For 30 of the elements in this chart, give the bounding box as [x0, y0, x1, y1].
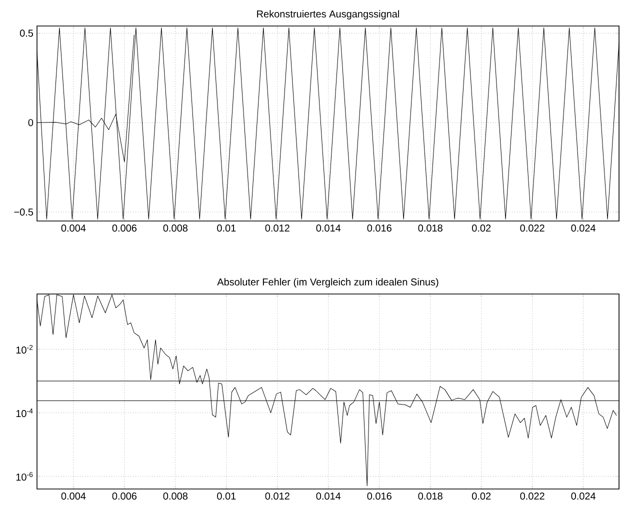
x-tick-label: 0.004	[61, 224, 86, 232]
x-tick-label: 0.024	[571, 224, 596, 232]
x-tick-label: 0.02	[472, 492, 491, 500]
x-tick-label: 0.018	[418, 224, 442, 232]
chart-title: Absoluter Fehler (im Vergleich zum idealen Sinus)	[217, 278, 438, 288]
x-tick-label: 0.008	[163, 224, 188, 232]
x-tick-label: 0.02	[472, 224, 491, 232]
y-tick-label: 0	[28, 119, 34, 126]
x-tick-label: 0.006	[112, 224, 137, 232]
x-tick-label: 0.014	[316, 224, 341, 232]
x-tick-label: 0.018	[418, 492, 442, 500]
x-tick-label: 0.012	[265, 224, 290, 232]
x-tick-label: 0.01	[217, 224, 236, 232]
x-tick-label: 0.014	[316, 492, 341, 500]
y-tick-label: 10$^{-2}$	[16, 344, 33, 354]
y-tick-label: 0.5	[20, 30, 34, 37]
x-tick-label: 0.022	[520, 224, 544, 232]
y-tick-label: 10$^{-4}$	[16, 408, 33, 418]
x-tick-label: 0.004	[61, 492, 86, 500]
x-tick-label: 0.016	[367, 492, 392, 500]
x-tick-label: 0.008	[163, 492, 188, 500]
x-tick-label: 0.016	[367, 224, 392, 232]
x-tick-label: 0.01	[217, 492, 236, 500]
x-tick-label: 0.022	[520, 492, 544, 500]
x-tick-label: 0.012	[265, 492, 290, 500]
x-tick-label: 0.006	[112, 492, 137, 500]
x-tick-label: 0.024	[571, 492, 596, 500]
y-tick-label: 10$^{-6}$	[16, 472, 33, 481]
y-tick-label: −0.5	[14, 208, 34, 216]
chart-title: Rekonstruiertes Ausgangssignal	[257, 10, 400, 20]
